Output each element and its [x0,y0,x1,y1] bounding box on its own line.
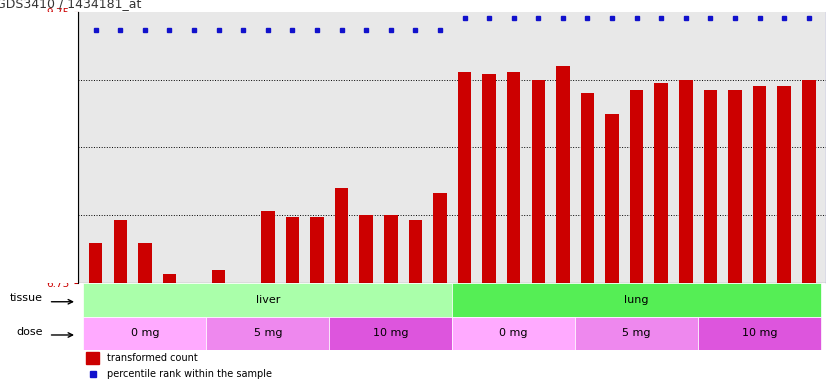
Text: transformed count: transformed count [107,353,197,363]
Bar [482,74,496,283]
Bar [359,215,373,283]
Bar [453,283,821,317]
Bar [335,188,349,283]
Bar [458,72,472,283]
Bar [89,243,102,283]
Bar [605,114,619,283]
Bar [581,93,594,283]
Bar [802,79,815,283]
Bar [575,317,698,350]
Text: tissue: tissue [10,293,43,303]
Bar [453,317,575,350]
Bar [679,79,692,283]
Text: GDS3410 / 1434181_at: GDS3410 / 1434181_at [0,0,141,10]
Text: 5 mg: 5 mg [623,328,651,338]
Bar [532,79,545,283]
Bar [630,90,643,283]
Bar [261,211,274,283]
Bar [507,72,520,283]
Text: 0 mg: 0 mg [500,328,528,338]
Bar [83,283,453,317]
Text: 10 mg: 10 mg [742,328,777,338]
Text: 5 mg: 5 mg [254,328,282,338]
Text: dose: dose [17,327,43,337]
Bar [752,86,767,283]
Bar [698,317,821,350]
Text: lung: lung [624,295,649,305]
Bar [330,317,453,350]
Text: 0 mg: 0 mg [131,328,159,338]
Bar [777,86,791,283]
Bar [138,243,152,283]
Text: percentile rank within the sample: percentile rank within the sample [107,369,272,379]
Bar [188,283,201,288]
Bar [654,83,668,283]
Bar [433,193,447,283]
Bar [384,215,397,283]
Bar [286,217,299,283]
Bar [311,217,324,283]
Bar [86,352,99,364]
Bar [409,220,422,283]
Bar [113,220,127,283]
Bar [212,270,225,283]
Bar [163,275,176,283]
Bar [729,90,742,283]
Bar [556,66,570,283]
Bar [206,317,330,350]
Text: 10 mg: 10 mg [373,328,409,338]
Bar [704,90,717,283]
Bar [83,317,206,350]
Text: liver: liver [255,295,280,305]
